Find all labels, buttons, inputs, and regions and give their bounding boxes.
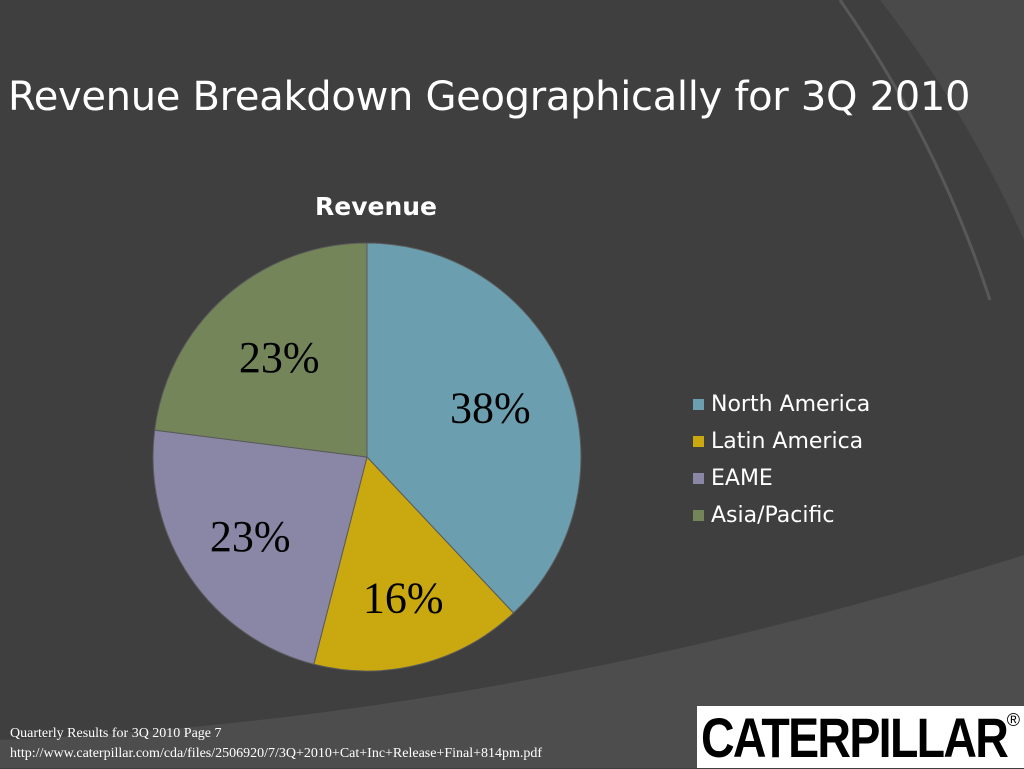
pie-slice-asia-pacific xyxy=(154,242,368,458)
legend-swatch xyxy=(693,436,704,447)
slide-title: Revenue Breakdown Geographically for 3Q … xyxy=(8,74,971,120)
legend-label: North America xyxy=(711,392,871,417)
legend-swatch xyxy=(693,399,704,410)
footer-citation: Quarterly Results for 3Q 2010 Page 7 xyxy=(10,726,222,741)
legend-label: Latin America xyxy=(711,429,864,454)
pie-slice-north-america xyxy=(366,242,582,614)
chart-title: Revenue xyxy=(314,192,437,221)
slice-percent-label: 16% xyxy=(363,573,444,622)
legend-swatch xyxy=(693,473,704,484)
logo-wordmark: CATERPILLAR xyxy=(701,706,1009,769)
caterpillar-logo: CATERPILLAR ® xyxy=(697,706,1024,768)
pie-slice-latin-america xyxy=(313,455,515,672)
legend-label: EAME xyxy=(711,466,773,491)
chart-legend: North America Latin America EAME Asia/Pa… xyxy=(693,386,870,534)
footer-url: http://www.caterpillar.com/cda/files/250… xyxy=(10,746,543,761)
registered-mark: ® xyxy=(1006,710,1020,730)
legend-item: EAME xyxy=(693,460,870,497)
slice-percent-label: 38% xyxy=(450,384,531,433)
legend-item: North America xyxy=(693,386,870,423)
legend-item: Asia/Pacific xyxy=(693,497,870,534)
slice-percent-label: 23% xyxy=(239,333,320,382)
legend-swatch xyxy=(693,510,704,521)
legend-label: Asia/Pacific xyxy=(711,503,835,528)
slice-percent-label: 23% xyxy=(210,512,291,561)
legend-item: Latin America xyxy=(693,423,870,460)
source-footer: Quarterly Results for 3Q 2010 Page 7 htt… xyxy=(10,724,542,764)
pie-slice-eame xyxy=(152,429,368,665)
